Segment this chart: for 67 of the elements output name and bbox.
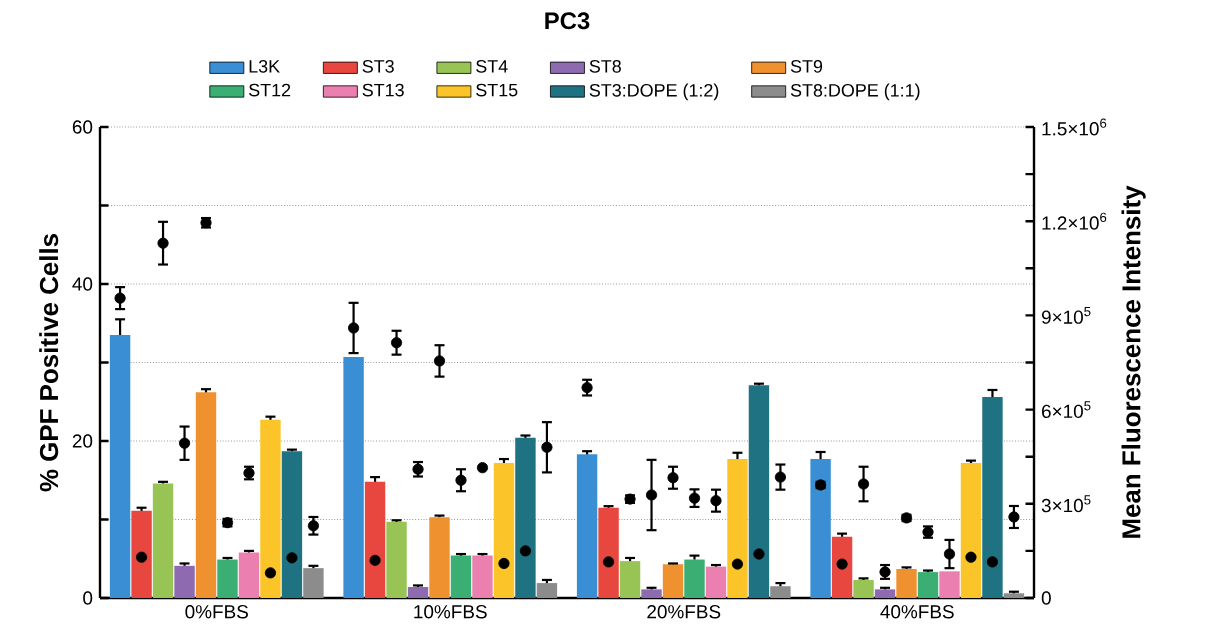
bar [917, 572, 939, 598]
bar [174, 565, 195, 598]
bar [217, 559, 238, 598]
bar [831, 536, 853, 598]
bar [662, 564, 684, 598]
legend-label: L3K [249, 60, 280, 73]
bar [684, 559, 705, 598]
bar [195, 392, 217, 598]
bar [705, 566, 727, 598]
legend-label: ST3 [362, 60, 394, 73]
y2-axis-title: Mean Fluorescence Intensity [1121, 185, 1146, 538]
bar [810, 459, 831, 598]
bar [896, 568, 917, 598]
bar [727, 459, 748, 598]
bar [472, 555, 493, 598]
bar [748, 385, 770, 598]
y2-tick-label: 1.2×10$^{6}$ [1042, 212, 1107, 230]
bar [131, 510, 152, 598]
bar [429, 517, 450, 598]
y-axis-title: % GPF Positive Cells [39, 234, 59, 492]
bar [619, 561, 641, 598]
bar [450, 555, 472, 598]
bar [770, 586, 791, 598]
legend-label: ST8 [589, 60, 621, 73]
chart-title: PC3 [545, 12, 590, 30]
bar [960, 462, 982, 598]
legend-label: ST4 [476, 60, 508, 73]
bar [260, 419, 281, 598]
y-tick-label: 60 [72, 120, 93, 134]
bar [303, 568, 324, 598]
x-tick-label: 20%FBS [647, 605, 721, 619]
bar [1003, 593, 1025, 598]
bar [407, 587, 429, 598]
bar [641, 589, 662, 598]
bar [598, 507, 619, 598]
y2-tick-label: 3×10$^{5}$ [1041, 495, 1091, 513]
y-tick-label: 0 [83, 591, 93, 605]
y-tick-label: 40 [72, 277, 93, 291]
bar [281, 451, 303, 598]
bar [386, 521, 407, 598]
legend-label: ST12 [249, 83, 291, 97]
x-tick-label: 10%FBS [414, 605, 487, 619]
bar [343, 357, 364, 598]
bar [152, 483, 174, 598]
x-tick-label: 40%FBS [880, 605, 954, 619]
y-tick-label: 20 [72, 434, 93, 448]
bar [982, 397, 1003, 598]
x-tick-label: 0%FBS [185, 605, 248, 619]
bar [364, 481, 386, 598]
bar [238, 552, 260, 598]
bar [109, 335, 131, 598]
bar [515, 437, 536, 598]
bar [874, 589, 896, 598]
y2-tick-label: 9×10$^{5}$ [1041, 306, 1091, 324]
bar [493, 462, 515, 598]
legend-label: ST8:DOPE (1:1) [790, 83, 920, 101]
bar [576, 454, 598, 598]
bar [853, 579, 874, 598]
legend-label: ST13 [362, 83, 404, 97]
bar [939, 571, 960, 598]
y2-tick-label: 1.5×10$^{6}$ [1042, 118, 1107, 136]
y2-tick-label: 0 [1041, 591, 1051, 605]
legend-label: ST15 [476, 83, 518, 97]
bar [536, 583, 558, 598]
y2-tick-label: 6×10$^{5}$ [1042, 401, 1091, 419]
legend-label: ST9 [790, 60, 823, 73]
legend-label: ST3:DOPE (1:2) [589, 83, 719, 101]
